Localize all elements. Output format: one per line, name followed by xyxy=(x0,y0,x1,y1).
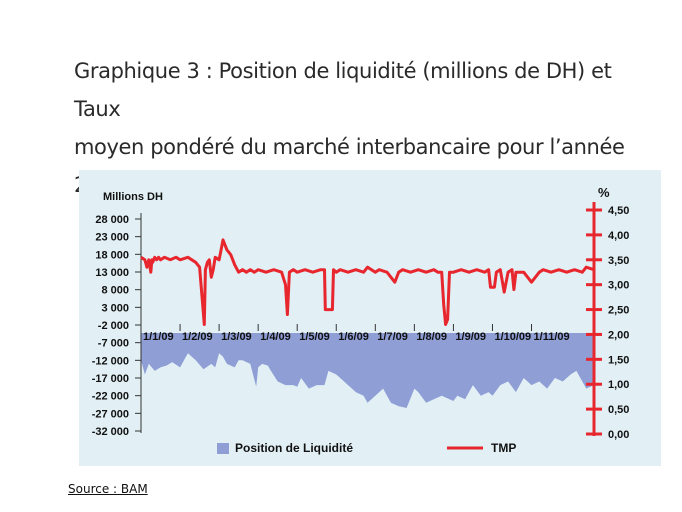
right-axis-tick-label: 4,00 xyxy=(608,230,629,242)
left-axis-tick-label: 13 000 xyxy=(95,267,129,279)
x-axis-tick-label: 1/4/09 xyxy=(260,331,291,343)
right-axis-tick-label: 0,00 xyxy=(608,429,629,441)
chart-panel: Millions DH 28 000 23 000 18 000 13 000 8 000… xyxy=(79,170,661,466)
right-axis-tick-label: 2,50 xyxy=(608,305,629,317)
legend-swatch-liquidity xyxy=(217,443,229,454)
left-axis-tick-label: -17 000 xyxy=(92,373,129,385)
right-axis-tick-label: 1,50 xyxy=(608,354,629,366)
liquidity-area-layer xyxy=(141,333,594,408)
left-axis-tick-label: 28 000 xyxy=(95,214,129,226)
legend: Position de Liquidité TMP xyxy=(217,441,516,455)
x-axis-tick-label: 1/11/09 xyxy=(534,331,570,343)
chart-svg: Millions DH 28 000 23 000 18 000 13 000 8 000… xyxy=(92,185,630,455)
left-axis: Millions DH 28 000 23 000 18 000 13 000 8 000… xyxy=(92,191,163,438)
x-axis-labels: 1/1/09 1/2/09 1/3/09 1/4/09 1/5/09 1/6/09 1/7/… xyxy=(140,324,570,343)
left-axis-tick-label: -27 000 xyxy=(92,408,129,420)
x-axis-tick-label: 1/6/09 xyxy=(338,331,369,343)
x-axis-tick-label: 1/1/09 xyxy=(143,331,174,343)
right-axis-tick-label: 3,00 xyxy=(608,280,629,292)
left-axis-tick-label: 8 000 xyxy=(101,285,129,297)
left-axis-tick-label: -2 000 xyxy=(98,320,129,332)
legend-label-tmp: TMP xyxy=(491,441,516,455)
x-axis-tick-label: 1/10/09 xyxy=(494,331,531,343)
right-axis-tick-label: 2,00 xyxy=(608,329,629,341)
x-axis-tick-label: 1/8/09 xyxy=(416,331,447,343)
x-axis-tick-label: 1/9/09 xyxy=(455,331,486,343)
left-axis-tick-label: 23 000 xyxy=(95,232,129,244)
tmp-line-layer xyxy=(140,238,595,326)
right-axis-tick-label: 1,00 xyxy=(608,379,629,391)
left-axis-tick-label: 18 000 xyxy=(95,249,129,261)
x-axis-tick-label: 1/3/09 xyxy=(221,331,252,343)
x-axis-tick-label: 1/5/09 xyxy=(299,331,330,343)
right-axis: % 4,50 4,00 3,50 3,00 2,50 2,00 1,50 1,00 0,50 0,0… xyxy=(586,185,629,441)
left-axis-label: Millions DH xyxy=(103,191,163,203)
chart-title-line-1: Graphique 3 : Position de liquidité (mil… xyxy=(74,59,612,121)
left-axis-tick-label: -12 000 xyxy=(92,355,129,367)
legend-label-liquidity: Position de Liquidité xyxy=(235,441,353,455)
liquidity-area xyxy=(141,333,594,408)
left-axis-tick-label: -7 000 xyxy=(98,338,129,350)
x-axis-tick-label: 1/2/09 xyxy=(182,331,213,343)
right-axis-tick-label: 0,50 xyxy=(608,404,629,416)
left-axis-tick-label: -22 000 xyxy=(92,391,129,403)
right-axis-tick-label: 3,50 xyxy=(608,255,629,267)
source-note: Source : BAM xyxy=(68,482,148,496)
x-axis-tick-label: 1/7/09 xyxy=(377,331,408,343)
right-axis-tick-label: 4,50 xyxy=(608,205,629,217)
left-axis-tick-label: -32 000 xyxy=(92,426,129,438)
left-axis-tick-label: 3 000 xyxy=(101,302,129,314)
right-axis-label: % xyxy=(598,185,610,200)
tmp-line xyxy=(140,238,595,326)
